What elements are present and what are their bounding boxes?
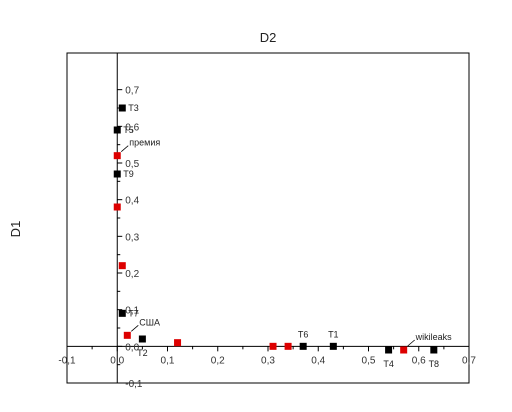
red-point (113, 203, 121, 211)
point-label: T1 (328, 329, 339, 339)
point-label: T3 (128, 103, 139, 113)
black-point (385, 346, 393, 354)
y-tick-label: 0,5 (125, 159, 139, 170)
point-label: T9 (123, 169, 134, 179)
x-axis-title: D2 (260, 30, 277, 45)
black-point (113, 126, 121, 134)
y-axis-title: D1 (8, 221, 23, 238)
plot-frame (66, 52, 470, 384)
black-point (138, 335, 146, 343)
x-tick-label: 0,0 (110, 355, 124, 366)
point-label: США (139, 317, 160, 327)
black-point (118, 104, 126, 112)
point-label: T6 (298, 329, 309, 339)
y-tick-label: 0,0 (125, 342, 139, 353)
x-tick-label: -0,1 (58, 355, 76, 366)
point-label: T2 (137, 348, 148, 358)
black-point (299, 342, 307, 350)
point-label: T4 (383, 359, 394, 369)
black-point (118, 309, 126, 317)
red-point (113, 152, 121, 160)
x-tick-label: 0,5 (362, 355, 376, 366)
black-point (329, 342, 337, 350)
red-point (118, 262, 126, 270)
point-label: wikileaks (415, 332, 453, 342)
red-point (284, 342, 292, 350)
black-point (430, 346, 438, 354)
y-tick-label: -0,1 (125, 379, 143, 390)
x-tick-label: 0,7 (462, 355, 476, 366)
point-label: T5 (123, 125, 134, 135)
red-point (400, 346, 408, 354)
black-point (113, 170, 121, 178)
red-point (174, 339, 182, 347)
y-tick-label: 0,1 (125, 306, 139, 317)
y-tick-label: 0,7 (125, 86, 139, 97)
y-tick-label: 0,4 (125, 196, 139, 207)
x-tick-label: 0,6 (412, 355, 426, 366)
y-tick-label: 0,6 (125, 122, 139, 133)
point-label: T8 (429, 359, 440, 369)
point-label: T7 (128, 308, 139, 318)
x-tick-label: 0,4 (311, 355, 325, 366)
x-tick-label: 0,3 (261, 355, 275, 366)
axes-layer: -0,1 0,0 0,1 0,2 0,3 0,4 0,5 0,6 0,7 -0,1 0,0 0,1 0,… (58, 53, 476, 390)
label-leader-line (120, 145, 129, 152)
red-point (269, 342, 277, 350)
label-leader-line (131, 325, 139, 332)
x-tick-label: 0,1 (161, 355, 175, 366)
y-tick-label: 0,3 (125, 232, 139, 243)
x-tick-label: 0,2 (211, 355, 225, 366)
label-leader-line (407, 339, 415, 347)
point-label: премия (129, 138, 160, 148)
y-tick-label: 0,2 (125, 269, 139, 280)
red-point (123, 331, 131, 339)
